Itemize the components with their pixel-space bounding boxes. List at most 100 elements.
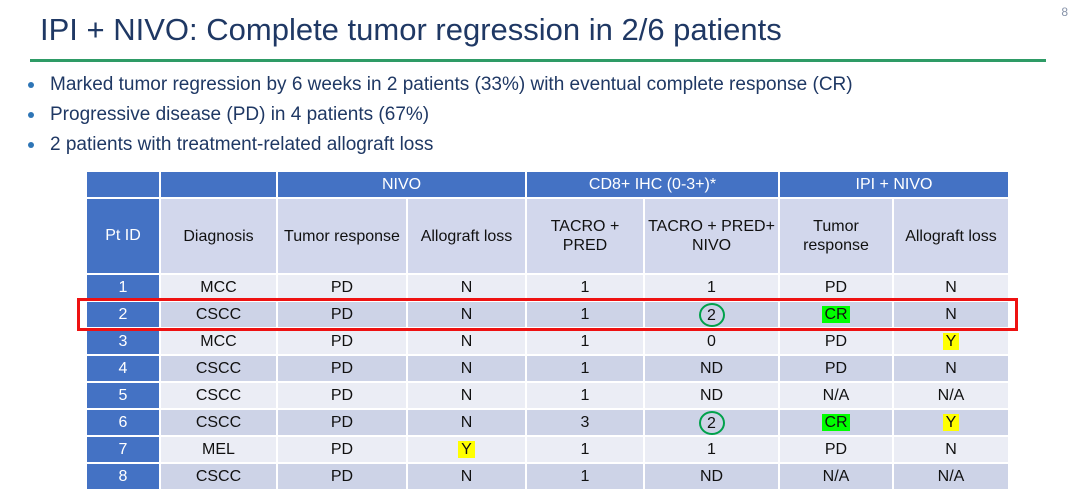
table-row-pt-8: 8 CSCC PD N 1 ND N/A N/A [87, 464, 1009, 489]
table-cell: N [894, 356, 1009, 381]
bullet-text: 2 patients with treatment-related allogr… [50, 134, 434, 155]
table-row-pt-4: 4 CSCC PD N 1 ND PD N [87, 356, 1009, 381]
column-header-row: Pt ID Diagnosis Tumor response Allograft lo… [87, 199, 1009, 273]
table-cell: 2 [645, 302, 778, 327]
table-cell: CR [780, 410, 892, 435]
table-cell: MEL [161, 437, 276, 462]
col-header-ipi-nivo-tumor-response: Tumor response [780, 199, 892, 273]
table-cell: CSCC [161, 356, 276, 381]
table-cell: 1 [527, 383, 643, 408]
table-cell: ND [645, 383, 778, 408]
table-cell: CR [780, 302, 892, 327]
table-cell: ND [645, 464, 778, 489]
table-cell: CSCC [161, 410, 276, 435]
bullet-item: Progressive disease (PD) in 4 patients (… [24, 104, 1064, 126]
table-row-pt-3: 3 MCC PD N 1 0 PD Y [87, 329, 1009, 354]
group-header-row: NIVO CD8+ IHC (0-3+)* IPI + NIVO [87, 172, 1009, 197]
bullet-dot-icon [28, 142, 34, 148]
col-header-diagnosis: Diagnosis [161, 199, 276, 273]
table-row-pt-1: 1 MCC PD N 1 1 PD N [87, 275, 1009, 300]
bullet-dot-icon [28, 82, 34, 88]
table-cell: N/A [894, 383, 1009, 408]
table-cell: PD [780, 275, 892, 300]
table-cell: 1 [527, 437, 643, 462]
table-cell: N/A [780, 464, 892, 489]
table-cell: Y [894, 410, 1009, 435]
table-cell: N [894, 275, 1009, 300]
col-header-tacro-pred-nivo: TACRO + PRED+ NIVO [645, 199, 778, 273]
table-cell: N [408, 464, 525, 489]
table-cell: 1 [527, 302, 643, 327]
bullet-item: 2 patients with treatment-related allogr… [24, 134, 1064, 156]
group-header-cd8-ihc: CD8+ IHC (0-3+)* [527, 172, 778, 197]
table-cell: N [408, 275, 525, 300]
table-cell: 1 [527, 464, 643, 489]
table-cell: 1 [645, 437, 778, 462]
table-cell: CSCC [161, 383, 276, 408]
table-cell: PD [278, 410, 406, 435]
table-cell: MCC [161, 329, 276, 354]
table-cell: 1 [527, 329, 643, 354]
col-header-pt-id: Pt ID [87, 199, 159, 273]
pt-id-cell: 8 [87, 464, 159, 489]
pt-id-cell: 2 [87, 302, 159, 327]
table-cell: 1 [527, 356, 643, 381]
yellow-highlight: Y [942, 332, 960, 350]
table-cell: N [408, 410, 525, 435]
green-highlight: CR [822, 305, 850, 323]
table-cell: N [408, 329, 525, 354]
table-cell: PD [780, 329, 892, 354]
group-header-nivo: NIVO [278, 172, 525, 197]
results-table-body: 1 MCC PD N 1 1 PD N 2 CSCC PD N 1 2 CR N 3 MCC PD N 1 0 PD Y 4 CS… [87, 275, 1009, 489]
title-divider-line [30, 59, 1046, 62]
bullet-text: Marked tumor regression by 6 weeks in 2 … [50, 74, 853, 95]
yellow-highlight: Y [458, 440, 475, 458]
table-cell: ND [645, 356, 778, 381]
table-cell: N [894, 437, 1009, 462]
bullet-dot-icon [28, 112, 34, 118]
col-header-tacro-pred: TACRO + PRED [527, 199, 643, 273]
table-cell: PD [278, 356, 406, 381]
pt-id-cell: 6 [87, 410, 159, 435]
table-row-pt-7: 7 MEL PD Y 1 1 PD N [87, 437, 1009, 462]
table-row-pt-6: 6 CSCC PD N 3 2 CR Y [87, 410, 1009, 435]
table-cell: MCC [161, 275, 276, 300]
table-row-pt-5: 5 CSCC PD N 1 ND N/A N/A [87, 383, 1009, 408]
table-cell: 3 [527, 410, 643, 435]
table-cell: PD [278, 383, 406, 408]
table-cell: 0 [645, 329, 778, 354]
table-cell: N [408, 302, 525, 327]
table-cell: N [408, 383, 525, 408]
pt-id-cell: 7 [87, 437, 159, 462]
page-number: 8 [1061, 5, 1068, 19]
table-cell: PD [780, 437, 892, 462]
table-cell: 2 [645, 410, 778, 435]
table-cell: CSCC [161, 302, 276, 327]
pt-id-cell: 1 [87, 275, 159, 300]
pt-id-cell: 5 [87, 383, 159, 408]
pt-id-cell: 3 [87, 329, 159, 354]
table-cell: Y [894, 329, 1009, 354]
results-table-head: NIVO CD8+ IHC (0-3+)* IPI + NIVO Pt ID Diagn… [87, 172, 1009, 273]
bullet-item: Marked tumor regression by 6 weeks in 2 … [24, 74, 1064, 96]
table-cell: CSCC [161, 464, 276, 489]
pt-id-cell: 4 [87, 356, 159, 381]
results-table: NIVO CD8+ IHC (0-3+)* IPI + NIVO Pt ID Diagn… [85, 170, 1010, 491]
table-cell: PD [278, 275, 406, 300]
table-cell: 1 [645, 275, 778, 300]
circled-value: 2 [698, 302, 725, 327]
table-cell: PD [278, 464, 406, 489]
group-header-blank-2 [161, 172, 276, 197]
table-cell: N [894, 302, 1009, 327]
table-cell: N [408, 356, 525, 381]
bullet-text: Progressive disease (PD) in 4 patients (… [50, 104, 430, 125]
slide-title: IPI + NIVO: Complete tumor regression in… [40, 12, 782, 47]
group-header-ipi-nivo: IPI + NIVO [780, 172, 1009, 197]
table-cell: N/A [894, 464, 1009, 489]
green-highlight: CR [822, 413, 850, 431]
col-header-ipi-nivo-allograft-loss: Allograft loss [894, 199, 1009, 273]
table-row-pt-2: 2 CSCC PD N 1 2 CR N [87, 302, 1009, 327]
col-header-nivo-allograft-loss: Allograft loss [408, 199, 525, 273]
results-table-wrap: NIVO CD8+ IHC (0-3+)* IPI + NIVO Pt ID Diagn… [77, 170, 1019, 491]
bullet-list: Marked tumor regression by 6 weeks in 2 … [24, 74, 1064, 164]
